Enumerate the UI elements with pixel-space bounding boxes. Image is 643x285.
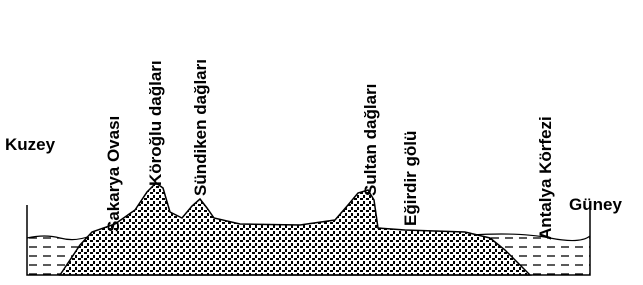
cross-section-diagram: Kuzey Güney Sakarya Ovası Köroğlu dağlar… — [0, 0, 643, 280]
terrain — [60, 183, 530, 275]
place-label: Eğirdir gölü — [401, 131, 420, 226]
place-label: Sakarya Ovası — [104, 116, 123, 232]
place-label: Sultan dağları — [361, 84, 380, 196]
place-label: Köroğlu dağları — [146, 60, 165, 186]
place-label: Antalya Körfezi — [536, 116, 555, 240]
page: {"directions": {"north": "Kuzey", "south… — [0, 0, 643, 280]
north-label: Kuzey — [5, 135, 56, 154]
south-label: Güney — [569, 195, 622, 214]
place-label: Sündiken dağları — [191, 59, 210, 196]
